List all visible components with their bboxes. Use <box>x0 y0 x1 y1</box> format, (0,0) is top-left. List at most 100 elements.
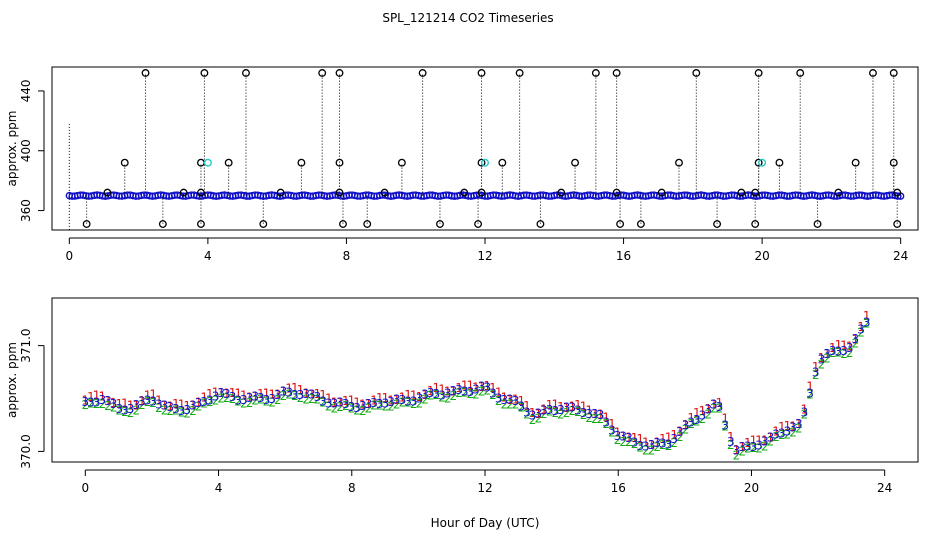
y-axis-label: approx. ppm <box>5 111 19 187</box>
series-1-point: 1 <box>687 411 695 425</box>
spike-small-point <box>477 188 486 197</box>
series-3-point: 3 <box>818 352 826 366</box>
spike-high-point <box>141 69 150 77</box>
spike-mid-point <box>297 158 306 167</box>
series-2-point: 2 <box>297 391 305 405</box>
series-3-point: 3 <box>257 391 265 405</box>
series-1-point: 1 <box>750 433 758 447</box>
series-1-point: 1 <box>433 381 441 395</box>
series-2-point: 2 <box>87 397 95 411</box>
spike-small-point <box>380 188 389 197</box>
baseline-point <box>894 192 902 200</box>
spike-high-point <box>242 69 250 77</box>
series-2-point: 2 <box>438 391 446 405</box>
series-2-point: 2 <box>212 393 220 407</box>
series-2-point: 2 <box>217 391 225 405</box>
series-2-point: 2 <box>806 387 814 401</box>
series-3-point: 3 <box>693 413 701 427</box>
series-2-point: 2 <box>778 428 786 442</box>
series-3-point: 3 <box>336 395 344 409</box>
spike-high-point <box>335 69 344 77</box>
spike-small-point <box>737 188 746 197</box>
series-1-point: 1 <box>240 389 248 403</box>
series-3-point: 3 <box>115 402 123 416</box>
series-2-point: 2 <box>676 430 684 444</box>
spike-high-point <box>591 69 600 77</box>
series-2-point: 2 <box>823 351 831 365</box>
series-1-point: 1 <box>761 434 769 448</box>
series-2-point: 2 <box>274 393 282 407</box>
series-2-point: 2 <box>399 396 407 410</box>
series-3-point: 3 <box>484 381 492 395</box>
series-3-point: 3 <box>489 387 497 401</box>
series-1-point: 1 <box>738 440 746 454</box>
y-tick-label: 440 <box>19 79 33 102</box>
series-3-point: 3 <box>342 397 350 411</box>
spike-mid-point <box>120 158 129 167</box>
series-1-point: 1 <box>410 389 418 403</box>
series-1-point: 1 <box>835 338 843 352</box>
series-2-point: 2 <box>512 397 520 411</box>
spike-small-point <box>751 188 760 197</box>
spike-mid-point <box>889 158 898 167</box>
series-3-point: 3 <box>478 380 486 394</box>
series-1-point: 1 <box>195 395 203 409</box>
spike-low-point <box>158 220 167 228</box>
series-2-point: 2 <box>772 430 780 444</box>
series-1-point: 1 <box>812 360 820 374</box>
series-2-point: 2 <box>365 402 373 416</box>
series-1-point: 1 <box>852 332 860 346</box>
spike-small-point <box>893 188 902 197</box>
spike-mid-point <box>775 158 784 167</box>
series-2-point: 2 <box>110 400 118 414</box>
series-1-point: 1 <box>789 419 797 433</box>
series-3-point: 3 <box>551 404 559 418</box>
series-1-point: 1 <box>801 402 809 416</box>
spike-small-point <box>460 188 469 197</box>
series-2-point: 2 <box>563 406 571 420</box>
series-2-point: 2 <box>166 404 174 418</box>
spike-low-point <box>259 220 268 228</box>
series-2-point: 2 <box>659 438 667 452</box>
series-1-point: 1 <box>342 394 350 408</box>
x-tick-label: 8 <box>348 481 356 495</box>
plot-frame <box>51 66 919 231</box>
spike-low-point <box>536 220 545 228</box>
series-2-point: 2 <box>648 443 656 457</box>
series-3-point: 3 <box>602 416 610 430</box>
series-1-point: 1 <box>121 397 129 411</box>
series-3-point: 3 <box>789 420 797 434</box>
series-2-point: 2 <box>614 433 622 447</box>
series-1-point: 1 <box>733 443 741 457</box>
series-3-point: 3 <box>801 405 809 419</box>
series-3-point: 3 <box>772 428 780 442</box>
cyan-point <box>203 158 212 167</box>
series-3-point: 3 <box>280 385 288 399</box>
spike-mid-point <box>851 158 860 167</box>
x-axis-label: Hour of Day (UTC) <box>431 516 540 530</box>
series-2-point: 2 <box>699 412 707 426</box>
series-2-point: 2 <box>314 392 322 406</box>
series-2-point: 2 <box>500 398 508 412</box>
series-1-point: 1 <box>557 400 565 414</box>
series-3-point: 3 <box>178 404 186 418</box>
series-2-point: 2 <box>568 404 576 418</box>
series-2-point: 2 <box>246 396 254 410</box>
series-3-point: 3 <box>500 393 508 407</box>
series-3-point: 3 <box>642 440 650 454</box>
series-1-point: 1 <box>370 393 378 407</box>
series-3-point: 3 <box>829 344 837 358</box>
series-3-point: 3 <box>104 394 112 408</box>
series-3-point: 3 <box>676 425 684 439</box>
series-1-point: 1 <box>529 406 537 420</box>
series-2-point: 2 <box>710 402 718 416</box>
spike-mid-point <box>477 158 486 167</box>
series-3-point: 3 <box>636 439 644 453</box>
series-3-point: 3 <box>217 386 225 400</box>
series-1-point: 1 <box>472 380 480 394</box>
spike-small-point <box>557 188 566 197</box>
series-3-point: 3 <box>784 424 792 438</box>
series-1-point: 1 <box>795 417 803 431</box>
series-1-point: 1 <box>234 387 242 401</box>
